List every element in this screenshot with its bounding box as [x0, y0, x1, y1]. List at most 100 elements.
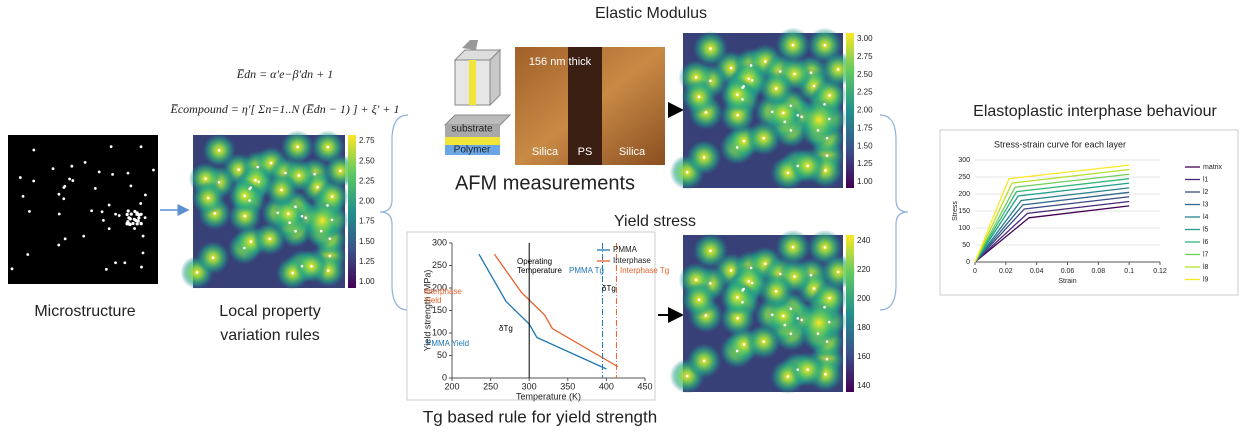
heatmap-dot	[810, 274, 813, 277]
x-tick-label: 0	[973, 268, 977, 275]
chart-title: Stress-strain curve for each layer	[994, 139, 1126, 149]
equation: E̅compound = η′[ Σn=1..N (E̅dn − 1) ] + …	[170, 102, 400, 116]
particle	[127, 222, 130, 225]
colorbar-tick-label: 1.75	[857, 123, 873, 132]
heatmap-dot	[204, 177, 207, 180]
heatmap-blob	[798, 99, 840, 141]
y-tick-label: 0	[442, 372, 447, 382]
particle	[26, 253, 29, 256]
heatmap-dot	[257, 181, 260, 184]
heatmap-dot	[747, 280, 750, 283]
particle	[114, 213, 117, 216]
particle	[90, 209, 93, 212]
heatmap-dot	[793, 275, 796, 278]
label: variation rules	[220, 327, 320, 344]
colorbar-tick-label: 220	[857, 265, 871, 274]
heatmap-dot	[709, 282, 712, 285]
y-tick-label: 250	[958, 174, 970, 181]
heatmap-dot	[806, 165, 809, 168]
heatmap-dot	[703, 360, 706, 363]
heatmap-dot	[256, 166, 259, 169]
heatmap-dot	[298, 174, 301, 177]
heatmap-dot	[709, 249, 712, 252]
x-tick-label: 0.08	[1092, 268, 1106, 275]
x-tick-label: 0.02	[999, 268, 1013, 275]
heatmap-dot	[329, 237, 332, 240]
label: Microstructure	[34, 303, 135, 320]
heatmap-dot	[686, 375, 689, 378]
particle	[118, 214, 121, 217]
colorbar	[348, 135, 356, 288]
chart-frame	[940, 130, 1238, 295]
heatmap: 3.002.752.502.252.001.751.501.251.00	[670, 27, 873, 190]
heatmap-dot	[775, 87, 778, 90]
heatmap-dot	[698, 298, 701, 301]
heatmap-dot	[304, 216, 307, 219]
heatmap-dot	[782, 315, 785, 318]
heatmap-dot	[730, 67, 733, 70]
heatmap-dot	[796, 165, 799, 168]
heatmap-dot	[280, 189, 283, 192]
colorbar-tick-label: 1.25	[359, 257, 375, 266]
particle	[98, 170, 101, 173]
heatmap-dot	[750, 267, 753, 270]
heatmap-dot	[792, 44, 795, 47]
legend-label: l9	[1203, 276, 1209, 283]
heatmap-dot	[782, 112, 785, 115]
heatmap-dot	[806, 368, 809, 371]
colorbar	[846, 235, 854, 392]
section-title: Elastoplastic interphase behaviour	[973, 103, 1217, 120]
particle	[140, 266, 143, 269]
heatmap-dot	[783, 121, 786, 124]
sample-sketch: substrate Polymer	[445, 40, 510, 156]
annotation: Interphase	[424, 287, 462, 296]
heatmap-dot	[276, 211, 279, 214]
heatmap-blob	[302, 201, 342, 241]
sample-text: Polymer	[454, 145, 491, 156]
particle	[139, 202, 142, 205]
heatmap-dot	[790, 104, 793, 107]
heatmap-dot	[823, 103, 826, 106]
heatmap-dot	[828, 321, 831, 324]
x-axis-label: Temperature (K)	[516, 391, 581, 401]
legend-label: l7	[1203, 251, 1209, 258]
heatmap-dot	[787, 375, 790, 378]
heatmap-dot	[243, 194, 246, 197]
heatmap-dot	[243, 247, 246, 250]
section-title: Elastic Modulus	[595, 5, 707, 22]
particle	[137, 219, 140, 222]
colorbar-tick-label: 2.50	[857, 70, 873, 79]
particle	[123, 261, 126, 264]
y-tick-label: 100	[958, 225, 970, 232]
afm-text: PS	[578, 146, 593, 158]
heatmap-dot	[736, 350, 739, 353]
label: Local property	[219, 303, 320, 320]
heatmap-dot	[743, 343, 746, 346]
equation: E̅dn = α′e−β′dn + 1	[236, 67, 333, 81]
heatmap-dot	[244, 215, 247, 218]
heatmap-dot	[237, 168, 240, 171]
heatmap-dot	[764, 60, 767, 63]
colorbar-tick-label: 2.75	[857, 52, 873, 61]
annotation: δTg	[602, 284, 616, 293]
legend-label: matrix	[1203, 164, 1223, 171]
y-tick-label: 150	[958, 208, 970, 215]
heatmap-dot	[817, 332, 820, 335]
legend-label: l3	[1203, 201, 1209, 208]
particle	[133, 227, 136, 230]
heatmap-dot	[196, 271, 199, 274]
section-title: Yield stress	[614, 213, 696, 230]
caption: Tg based rule for yield strength	[423, 407, 657, 426]
y-tick-label: 0	[966, 259, 970, 266]
colorbar-tick-label: 2.75	[359, 136, 375, 145]
label: AFM measurements	[455, 172, 635, 194]
heatmap-dot	[826, 137, 829, 140]
particle	[68, 178, 71, 181]
particle	[19, 176, 22, 179]
microstructure-image	[8, 135, 158, 284]
heatmap-dot	[316, 186, 319, 189]
heatmap-dot	[743, 140, 746, 143]
heatmap-dot	[705, 314, 708, 317]
heatmap-dot	[796, 114, 799, 117]
particle	[94, 187, 97, 190]
